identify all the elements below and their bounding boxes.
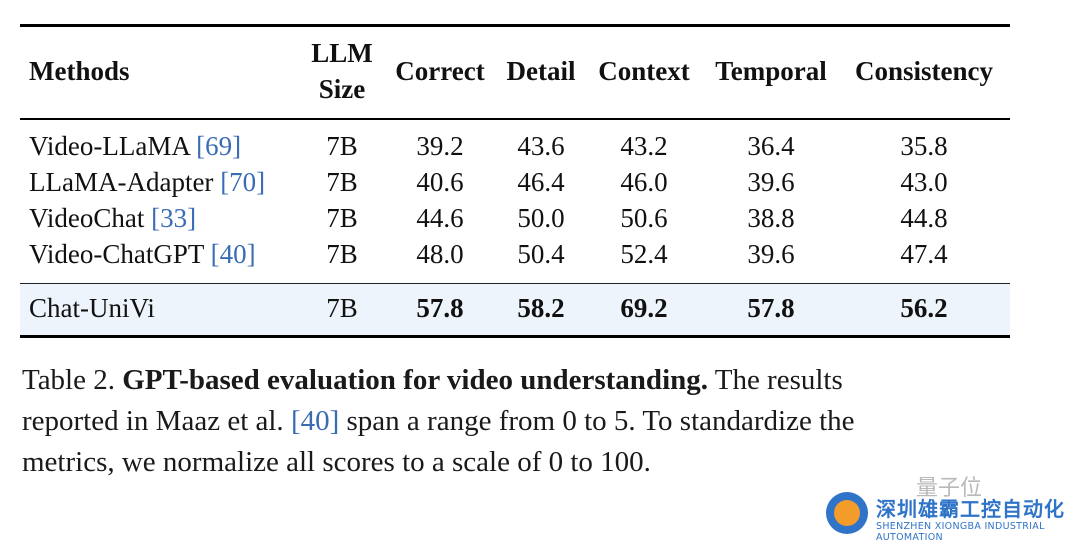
- header-llm-size-line1: LLM: [311, 38, 373, 68]
- row-2-consistency: 43.0: [900, 167, 948, 197]
- row-3-detail: 50.0: [517, 203, 565, 233]
- row-2-size: 7B: [326, 167, 358, 197]
- row-5-consistency: 56.2: [900, 293, 948, 323]
- header-correct: Correct: [395, 56, 485, 86]
- row-3-context: 50.6: [620, 203, 668, 233]
- row-3-consistency: 44.8: [900, 203, 948, 233]
- table-top-rule: [20, 24, 1010, 27]
- row-5-context: 69.2: [620, 293, 668, 323]
- row-4-context: 52.4: [620, 239, 668, 269]
- row-4-size: 7B: [326, 239, 358, 269]
- row-3-method: VideoChat [33]: [29, 203, 197, 233]
- citation-link[interactable]: [33]: [151, 203, 197, 233]
- caption-line-3: metrics, we normalize all scores to a sc…: [22, 446, 651, 478]
- caption-line-1: Table 2. GPT-based evaluation for video …: [22, 364, 843, 396]
- header-consistency: Consistency: [854, 56, 994, 86]
- row-5-size: 7B: [326, 293, 358, 323]
- row-2-context: 46.0: [620, 167, 668, 197]
- header-temporal: Temporal: [715, 56, 827, 86]
- row-2-temporal: 39.6: [747, 167, 795, 197]
- row-2-correct: 40.6: [416, 167, 464, 197]
- row-5-method: Chat-UniVi: [29, 293, 155, 323]
- row-4-temporal: 39.6: [747, 239, 795, 269]
- row-1-consistency: 35.8: [900, 131, 948, 161]
- highlighted-row: [20, 283, 1010, 336]
- row-4-detail: 50.4: [517, 239, 565, 269]
- citation-link[interactable]: [69]: [196, 131, 242, 161]
- row-3-temporal: 38.8: [747, 203, 795, 233]
- row-5-detail: 58.2: [517, 293, 565, 323]
- header-context: Context: [598, 56, 690, 86]
- table-caption: Table 2. GPT-based evaluation for video …: [22, 360, 1012, 483]
- watermark-company-cn: 深圳雄霸工控自动化: [876, 497, 1065, 521]
- watermark-logo-icon: [826, 492, 868, 534]
- row-3-size: 7B: [326, 203, 358, 233]
- row-1-method: Video-LLaMA [69]: [29, 131, 242, 161]
- row-4-method: Video-ChatGPT [40]: [29, 239, 256, 269]
- row-2-method: LLaMA-Adapter [70]: [29, 167, 266, 197]
- citation-link[interactable]: [40]: [210, 239, 256, 269]
- row-1-context: 43.2: [620, 131, 668, 161]
- header-rule: [20, 118, 1010, 120]
- header-methods: Methods: [29, 56, 130, 86]
- watermark-text: 量子位: [916, 476, 983, 501]
- header-detail: Detail: [506, 56, 576, 86]
- row-4-consistency: 47.4: [900, 239, 948, 269]
- citation-link[interactable]: [40]: [290, 405, 340, 437]
- row-4-correct: 48.0: [416, 239, 464, 269]
- row-1-size: 7B: [326, 131, 358, 161]
- row-1-detail: 43.6: [517, 131, 565, 161]
- table-bottom-rule: [20, 335, 1010, 338]
- header-llm-size-line2: Size: [318, 74, 366, 104]
- row-2-detail: 46.4: [517, 167, 565, 197]
- watermark-company-en: SHENZHEN XIONGBA INDUSTRIAL AUTOMATION: [876, 521, 1045, 543]
- row-3-correct: 44.6: [416, 203, 464, 233]
- row-5-temporal: 57.8: [747, 293, 795, 323]
- caption-line-2: reported in Maaz et al. [40] span a rang…: [22, 405, 855, 437]
- caption-title: GPT-based evaluation for video understan…: [122, 364, 708, 396]
- row-1-correct: 39.2: [416, 131, 464, 161]
- row-5-correct: 57.8: [416, 293, 464, 323]
- row-1-temporal: 36.4: [747, 131, 795, 161]
- citation-link[interactable]: [70]: [220, 167, 266, 197]
